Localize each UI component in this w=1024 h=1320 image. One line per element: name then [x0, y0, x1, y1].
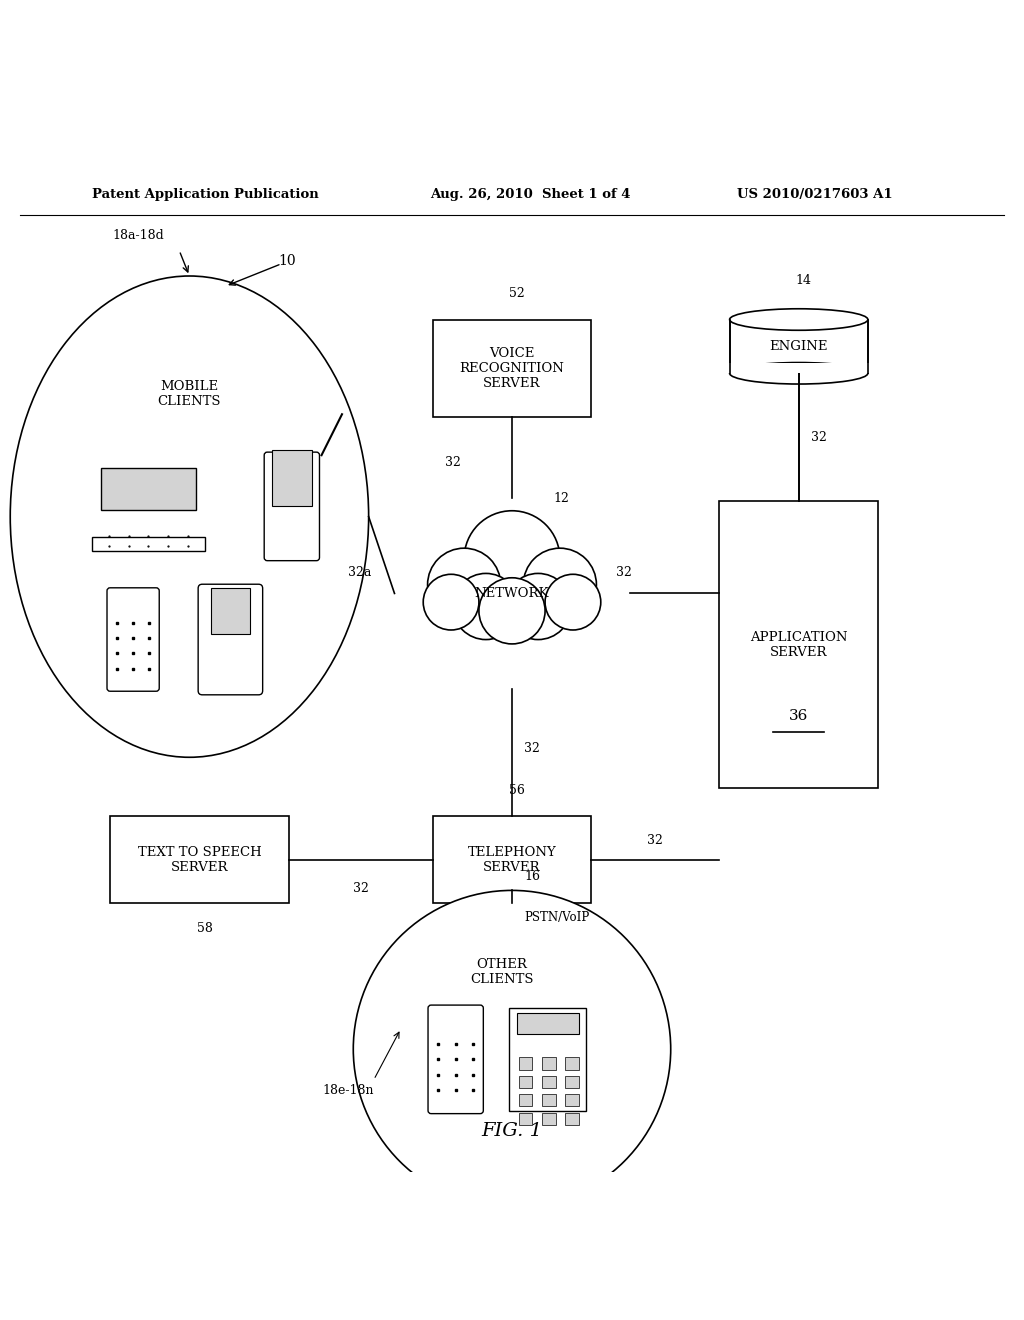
Circle shape — [428, 548, 501, 622]
FancyBboxPatch shape — [565, 1057, 580, 1069]
Ellipse shape — [729, 309, 868, 330]
Text: ENGINE: ENGINE — [769, 341, 828, 352]
Text: 32: 32 — [353, 882, 369, 895]
Text: 16: 16 — [524, 870, 541, 883]
Text: 32: 32 — [647, 834, 664, 847]
FancyBboxPatch shape — [92, 537, 205, 552]
Text: US 2010/0217603 A1: US 2010/0217603 A1 — [737, 187, 893, 201]
FancyBboxPatch shape — [272, 450, 311, 507]
FancyBboxPatch shape — [519, 1057, 532, 1069]
Ellipse shape — [10, 276, 369, 758]
Text: Patent Application Publication: Patent Application Publication — [92, 187, 318, 201]
Circle shape — [453, 573, 519, 640]
Text: OTHER
CLIENTS: OTHER CLIENTS — [470, 958, 534, 986]
FancyBboxPatch shape — [519, 1076, 532, 1088]
Text: APPLICATION
SERVER: APPLICATION SERVER — [750, 631, 848, 659]
Text: TEXT TO SPEECH
SERVER: TEXT TO SPEECH SERVER — [138, 846, 261, 874]
FancyBboxPatch shape — [727, 363, 870, 374]
Circle shape — [423, 574, 479, 630]
FancyBboxPatch shape — [565, 1113, 580, 1125]
Text: Aug. 26, 2010  Sheet 1 of 4: Aug. 26, 2010 Sheet 1 of 4 — [430, 187, 631, 201]
Text: 10: 10 — [278, 253, 296, 268]
FancyBboxPatch shape — [719, 502, 879, 788]
Text: VOICE
RECOGNITION
SERVER: VOICE RECOGNITION SERVER — [460, 347, 564, 389]
Ellipse shape — [729, 363, 868, 384]
FancyBboxPatch shape — [565, 1094, 580, 1106]
Text: 32: 32 — [811, 430, 827, 444]
FancyBboxPatch shape — [211, 589, 250, 635]
FancyBboxPatch shape — [108, 587, 160, 692]
FancyBboxPatch shape — [542, 1057, 556, 1069]
Circle shape — [479, 578, 545, 644]
Text: MOBILE
CLIENTS: MOBILE CLIENTS — [158, 380, 221, 408]
Text: 32: 32 — [524, 742, 541, 755]
Text: 18a-18d: 18a-18d — [113, 228, 164, 242]
FancyBboxPatch shape — [542, 1076, 556, 1088]
Text: 58: 58 — [197, 923, 213, 936]
FancyBboxPatch shape — [432, 319, 592, 417]
FancyBboxPatch shape — [519, 1113, 532, 1125]
FancyBboxPatch shape — [264, 453, 319, 561]
Text: 32a: 32a — [348, 566, 371, 579]
Text: PSTN/VoIP: PSTN/VoIP — [524, 911, 590, 924]
FancyBboxPatch shape — [100, 469, 197, 511]
FancyBboxPatch shape — [519, 1094, 532, 1106]
FancyBboxPatch shape — [428, 1005, 483, 1114]
FancyBboxPatch shape — [111, 816, 289, 903]
FancyBboxPatch shape — [542, 1094, 556, 1106]
Text: 56: 56 — [509, 784, 525, 797]
Text: 32: 32 — [616, 566, 633, 579]
FancyBboxPatch shape — [199, 585, 262, 694]
FancyBboxPatch shape — [729, 319, 868, 374]
Circle shape — [464, 511, 560, 606]
FancyBboxPatch shape — [432, 816, 592, 903]
Text: 14: 14 — [796, 273, 812, 286]
Circle shape — [545, 574, 601, 630]
Text: 36: 36 — [790, 709, 808, 723]
Text: 12: 12 — [553, 492, 569, 504]
Circle shape — [523, 548, 596, 622]
FancyBboxPatch shape — [510, 1008, 586, 1110]
FancyBboxPatch shape — [565, 1076, 580, 1088]
Circle shape — [505, 573, 571, 640]
Text: FIG. 1: FIG. 1 — [481, 1122, 543, 1140]
Text: 18e-18n: 18e-18n — [323, 1084, 374, 1097]
Text: 52: 52 — [509, 288, 525, 301]
FancyBboxPatch shape — [517, 1014, 579, 1034]
FancyBboxPatch shape — [542, 1113, 556, 1125]
Text: TELEPHONY
SERVER: TELEPHONY SERVER — [468, 846, 556, 874]
Text: NETWORK: NETWORK — [475, 587, 549, 599]
Circle shape — [353, 891, 671, 1208]
Text: 32: 32 — [444, 457, 461, 470]
